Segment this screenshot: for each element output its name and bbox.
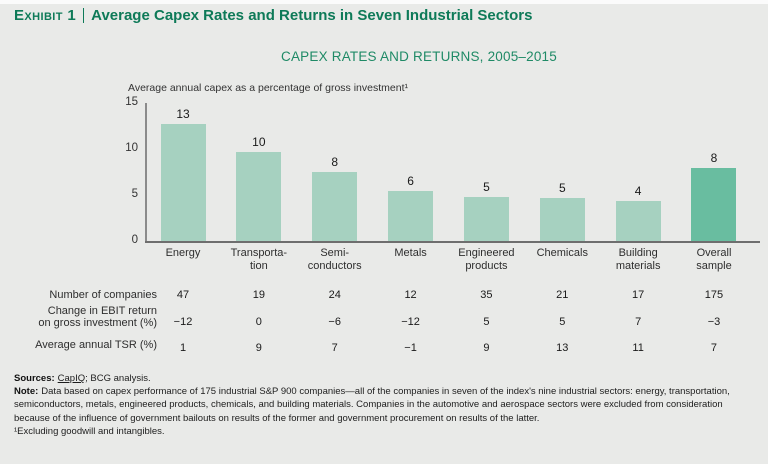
footnote-1: ¹Excluding goodwill and intangibles. — [14, 425, 165, 437]
table-cell: 7 — [635, 316, 642, 328]
category-label: Engineered products — [458, 247, 515, 272]
note-paragraph: Note: Data based on capex performance of … — [14, 385, 759, 425]
table-row-label-line: on gross investment (%) — [38, 317, 157, 329]
y-axis-tick-label: 5 — [131, 188, 138, 200]
category-label: Transporta- tion — [230, 247, 288, 272]
table-cell: 5 — [559, 316, 566, 328]
category-label: Chemicals — [536, 247, 588, 259]
footnotes: Sources: CapIQ; BCG analysis. Note: Data b… — [14, 372, 759, 438]
table-cell: 19 — [252, 289, 265, 301]
y-axis-tick-label: 10 — [125, 142, 138, 154]
note-text: Data based on capex performance of 175 i… — [14, 386, 730, 424]
table-row-label-line: Change in EBIT return — [47, 305, 157, 317]
bar — [539, 197, 585, 241]
bar-value-label: 4 — [634, 184, 642, 199]
sources-line: Sources: CapIQ; BCG analysis. — [14, 372, 759, 385]
bar — [691, 168, 737, 241]
exhibit-title-text: Average Capex Rates and Returns in Seven… — [91, 7, 533, 24]
table-cell: 0 — [255, 316, 262, 328]
category-label: Metals — [394, 247, 427, 259]
category-label: Energy — [165, 247, 201, 259]
category-label: Building materials — [615, 247, 661, 272]
table-cell: 9 — [483, 342, 490, 354]
table-cell: −3 — [707, 316, 721, 328]
table-cell: 24 — [328, 289, 341, 301]
table-cell: 11 — [632, 342, 644, 354]
exhibit-label: Exhibit 1 — [14, 7, 77, 24]
chart-title: CAPEX RATES AND RETURNS, 2005–2015 — [281, 49, 557, 64]
bar-value-label: 5 — [483, 179, 490, 194]
bar-value-label: 6 — [407, 174, 414, 189]
title-separator — [83, 8, 85, 23]
table-cell: 13 — [556, 342, 569, 354]
category-label: Semi- conductors — [307, 247, 362, 272]
table-cell: 21 — [556, 289, 569, 301]
bar-value-label: 5 — [558, 180, 566, 195]
table-cell: 12 — [404, 289, 417, 301]
table-cell: 47 — [176, 289, 190, 301]
bar — [312, 172, 358, 241]
bar-value-label: 10 — [252, 134, 266, 149]
page-top-edge — [0, 0, 768, 4]
bar — [463, 196, 509, 241]
y-axis-title: Average annual capex as a percentage of … — [128, 82, 408, 94]
bar — [236, 151, 282, 241]
table-cell: −6 — [328, 316, 341, 328]
bar — [615, 201, 661, 241]
sources-rest: ; BCG analysis. — [85, 373, 151, 384]
table-cell: −1 — [404, 342, 417, 354]
sources-label: Sources: — [14, 373, 55, 384]
table-cell: 7 — [710, 342, 718, 354]
bar-value-label: 13 — [176, 107, 190, 122]
bar-value-label: 8 — [710, 151, 718, 166]
table-cell: −12 — [401, 316, 420, 328]
bar-value-label: 8 — [331, 155, 339, 169]
table-cell: 9 — [255, 342, 262, 354]
y-axis-line — [145, 103, 147, 241]
table-cell: 175 — [704, 289, 724, 301]
bar — [388, 191, 434, 241]
table-row-label-tsr: Average annual TSR (%) — [35, 339, 157, 351]
table-cell: 1 — [179, 342, 187, 354]
y-axis-tick-label: 15 — [125, 96, 138, 108]
table-cell: 5 — [483, 316, 490, 328]
table-row-label-ebit: Change in EBIT return on gross investmen… — [0, 305, 157, 329]
table-cell: 17 — [632, 289, 645, 301]
sources-capiq-text: CapIQ — [57, 373, 86, 384]
x-axis-line — [145, 241, 760, 243]
table-cell: 7 — [331, 342, 338, 354]
note-label: Note: — [14, 386, 39, 398]
category-label: Overall sample — [696, 247, 732, 272]
y-axis-tick-label: 0 — [131, 234, 138, 246]
table-row-label-companies: Number of companies — [49, 289, 157, 301]
table-cell: −12 — [173, 316, 193, 328]
table-cell: 35 — [480, 289, 493, 301]
bar — [160, 124, 206, 241]
exhibit-title: Exhibit 1 Average Capex Rates and Returns… — [14, 7, 532, 24]
